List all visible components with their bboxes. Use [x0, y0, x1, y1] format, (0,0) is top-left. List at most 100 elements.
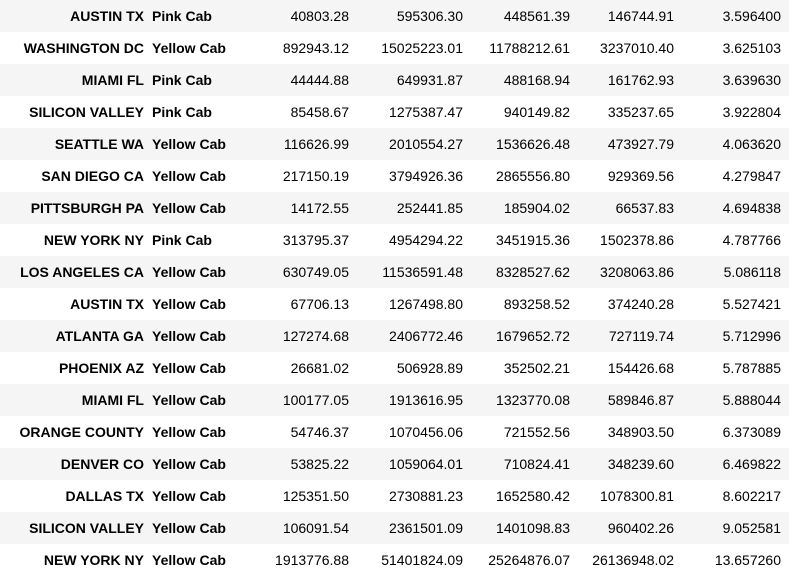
- value-cell-2: 51401824.09: [357, 544, 471, 576]
- city-cell: AUSTIN TX: [0, 0, 152, 32]
- company-cell: Yellow Cab: [152, 192, 252, 224]
- value-cell-5: 6.373089: [682, 416, 789, 448]
- value-cell-2: 1267498.80: [357, 288, 471, 320]
- value-cell-4: 473927.79: [578, 128, 682, 160]
- value-cell-2: 649931.87: [357, 64, 471, 96]
- value-cell-4: 335237.65: [578, 96, 682, 128]
- value-cell-4: 348239.60: [578, 448, 682, 480]
- table-row: NEW YORK NY Yellow Cab 1913776.88 514018…: [0, 544, 789, 576]
- value-cell-4: 960402.26: [578, 512, 682, 544]
- value-cell-4: 1502378.86: [578, 224, 682, 256]
- city-cell: NEW YORK NY: [0, 544, 152, 576]
- value-cell-2: 11536591.48: [357, 256, 471, 288]
- value-cell-2: 1913616.95: [357, 384, 471, 416]
- table-row: AUSTIN TX Yellow Cab 67706.13 1267498.80…: [0, 288, 789, 320]
- value-cell-3: 448561.39: [471, 0, 578, 32]
- table-row: ORANGE COUNTY Yellow Cab 54746.37 107045…: [0, 416, 789, 448]
- value-cell-2: 2361501.09: [357, 512, 471, 544]
- value-cell-1: 125351.50: [252, 480, 357, 512]
- city-cell: SAN DIEGO CA: [0, 160, 152, 192]
- value-cell-2: 506928.89: [357, 352, 471, 384]
- value-cell-3: 2865556.80: [471, 160, 578, 192]
- city-cell: PITTSBURGH PA: [0, 192, 152, 224]
- value-cell-1: 313795.37: [252, 224, 357, 256]
- value-cell-2: 2406772.46: [357, 320, 471, 352]
- value-cell-1: 26681.02: [252, 352, 357, 384]
- value-cell-3: 488168.94: [471, 64, 578, 96]
- city-cell: MIAMI FL: [0, 384, 152, 416]
- value-cell-5: 6.469822: [682, 448, 789, 480]
- city-cell: SILICON VALLEY: [0, 96, 152, 128]
- value-cell-5: 3.922804: [682, 96, 789, 128]
- value-cell-4: 161762.93: [578, 64, 682, 96]
- value-cell-4: 146744.91: [578, 0, 682, 32]
- value-cell-3: 940149.82: [471, 96, 578, 128]
- company-cell: Yellow Cab: [152, 352, 252, 384]
- value-cell-3: 25264876.07: [471, 544, 578, 576]
- company-cell: Yellow Cab: [152, 512, 252, 544]
- table-row: DALLAS TX Yellow Cab 125351.50 2730881.2…: [0, 480, 789, 512]
- value-cell-3: 1536626.48: [471, 128, 578, 160]
- value-cell-3: 893258.52: [471, 288, 578, 320]
- value-cell-2: 2730881.23: [357, 480, 471, 512]
- city-cell: DENVER CO: [0, 448, 152, 480]
- table-row: WASHINGTON DC Yellow Cab 892943.12 15025…: [0, 32, 789, 64]
- company-cell: Yellow Cab: [152, 288, 252, 320]
- company-cell: Pink Cab: [152, 0, 252, 32]
- value-cell-1: 40803.28: [252, 0, 357, 32]
- value-cell-2: 3794926.36: [357, 160, 471, 192]
- value-cell-2: 15025223.01: [357, 32, 471, 64]
- value-cell-5: 3.625103: [682, 32, 789, 64]
- company-cell: Yellow Cab: [152, 384, 252, 416]
- value-cell-2: 4954294.22: [357, 224, 471, 256]
- value-cell-2: 252441.85: [357, 192, 471, 224]
- value-cell-2: 1059064.01: [357, 448, 471, 480]
- value-cell-3: 710824.41: [471, 448, 578, 480]
- value-cell-1: 44444.88: [252, 64, 357, 96]
- value-cell-5: 5.527421: [682, 288, 789, 320]
- table-row: PITTSBURGH PA Yellow Cab 14172.55 252441…: [0, 192, 789, 224]
- value-cell-1: 106091.54: [252, 512, 357, 544]
- value-cell-4: 154426.68: [578, 352, 682, 384]
- value-cell-1: 127274.68: [252, 320, 357, 352]
- city-cell: MIAMI FL: [0, 64, 152, 96]
- value-cell-5: 13.657260: [682, 544, 789, 576]
- value-cell-1: 116626.99: [252, 128, 357, 160]
- value-cell-3: 1652580.42: [471, 480, 578, 512]
- value-cell-1: 100177.05: [252, 384, 357, 416]
- value-cell-1: 892943.12: [252, 32, 357, 64]
- value-cell-4: 929369.56: [578, 160, 682, 192]
- value-cell-5: 5.888044: [682, 384, 789, 416]
- value-cell-4: 3237010.40: [578, 32, 682, 64]
- company-cell: Yellow Cab: [152, 544, 252, 576]
- company-cell: Yellow Cab: [152, 32, 252, 64]
- table-row: SEATTLE WA Yellow Cab 116626.99 2010554.…: [0, 128, 789, 160]
- city-cell: AUSTIN TX: [0, 288, 152, 320]
- value-cell-5: 4.063620: [682, 128, 789, 160]
- table-row: SAN DIEGO CA Yellow Cab 217150.19 379492…: [0, 160, 789, 192]
- table-row: DENVER CO Yellow Cab 53825.22 1059064.01…: [0, 448, 789, 480]
- table-row: ATLANTA GA Yellow Cab 127274.68 2406772.…: [0, 320, 789, 352]
- company-cell: Yellow Cab: [152, 480, 252, 512]
- value-cell-2: 2010554.27: [357, 128, 471, 160]
- value-cell-3: 185904.02: [471, 192, 578, 224]
- table-row: MIAMI FL Pink Cab 44444.88 649931.87 488…: [0, 64, 789, 96]
- city-cell: ORANGE COUNTY: [0, 416, 152, 448]
- company-cell: Yellow Cab: [152, 320, 252, 352]
- table-row: MIAMI FL Yellow Cab 100177.05 1913616.95…: [0, 384, 789, 416]
- value-cell-4: 66537.83: [578, 192, 682, 224]
- city-cell: SILICON VALLEY: [0, 512, 152, 544]
- company-cell: Yellow Cab: [152, 160, 252, 192]
- value-cell-5: 4.787766: [682, 224, 789, 256]
- table-row: PHOENIX AZ Yellow Cab 26681.02 506928.89…: [0, 352, 789, 384]
- value-cell-1: 67706.13: [252, 288, 357, 320]
- table-row: SILICON VALLEY Pink Cab 85458.67 1275387…: [0, 96, 789, 128]
- value-cell-5: 3.596400: [682, 0, 789, 32]
- value-cell-4: 589846.87: [578, 384, 682, 416]
- table-row: SILICON VALLEY Yellow Cab 106091.54 2361…: [0, 512, 789, 544]
- value-cell-3: 1401098.83: [471, 512, 578, 544]
- value-cell-4: 1078300.81: [578, 480, 682, 512]
- city-cell: NEW YORK NY: [0, 224, 152, 256]
- value-cell-1: 85458.67: [252, 96, 357, 128]
